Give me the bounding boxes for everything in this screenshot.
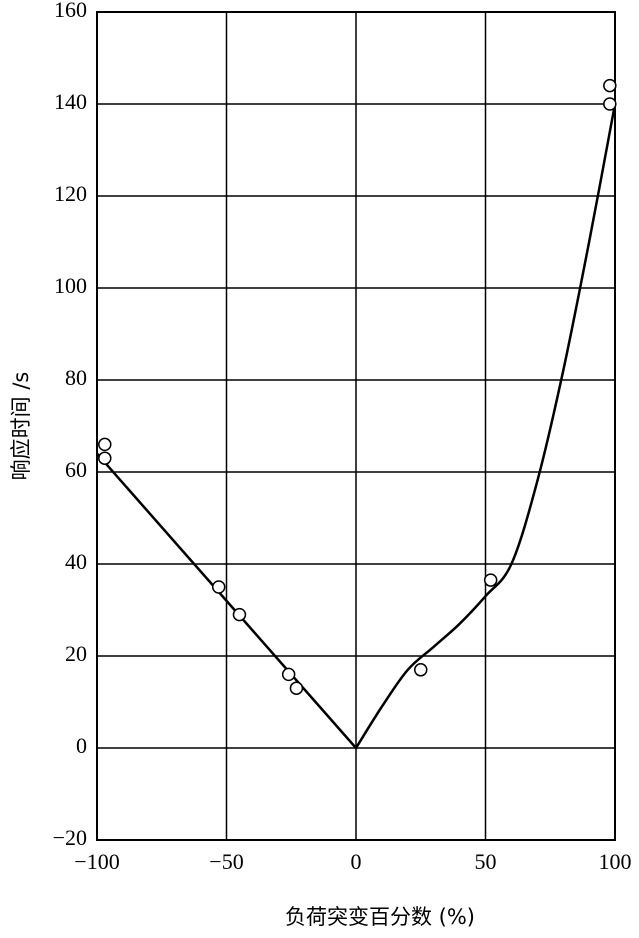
x-tick-label: 0 [351, 849, 362, 874]
data-point [414, 663, 428, 677]
x-tick-label: −100 [74, 849, 119, 874]
y-tick-label: 80 [65, 365, 87, 390]
y-axis-label: 响应时间 /s [9, 372, 33, 481]
data-point [211, 580, 226, 594]
data-point [98, 451, 112, 465]
y-tick-label: 160 [54, 0, 87, 22]
y-tick-label: 100 [54, 273, 87, 298]
fit-curve [96, 103, 617, 751]
y-tick-label: 140 [54, 89, 87, 114]
x-axis-label: 负荷突变百分数 (%) [285, 905, 475, 929]
data-point [483, 573, 498, 587]
y-tick-label: 20 [65, 641, 87, 666]
y-tick-label: 60 [65, 457, 87, 482]
x-tick-label: 50 [475, 849, 497, 874]
data-point [232, 607, 247, 622]
data-point [98, 437, 112, 452]
y-tick-label: 40 [65, 549, 87, 574]
y-tick-label: −20 [53, 825, 87, 850]
x-tick-label: 100 [599, 849, 632, 874]
y-tick-label: 0 [76, 733, 87, 758]
data-point [281, 667, 296, 682]
data-point [603, 97, 617, 111]
data-point [603, 78, 617, 93]
data-point [289, 681, 304, 695]
plot-frame [96, 11, 616, 841]
x-tick-label: −50 [209, 849, 243, 874]
y-tick-label: 120 [54, 181, 87, 206]
